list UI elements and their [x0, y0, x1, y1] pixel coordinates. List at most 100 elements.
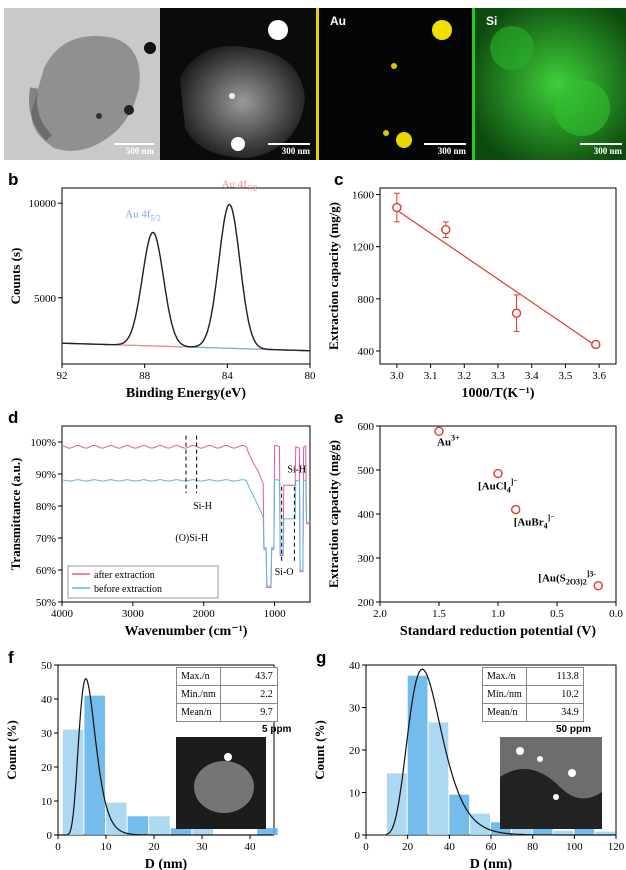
y-tick-label: 800 — [358, 294, 375, 306]
lognormal-fit-line — [58, 677, 273, 836]
y-tick-label: 30 — [349, 703, 361, 715]
stats-row: Mean/n 34.9 — [482, 703, 584, 722]
au-channel-marker — [316, 8, 319, 160]
data-point — [511, 308, 522, 318]
x-tick-label: 84 — [222, 370, 234, 382]
stat-value: 10.2 — [525, 685, 584, 704]
data-point — [434, 426, 444, 436]
y-axis-label: Extraction capacity (mg/g) — [326, 202, 341, 350]
annotation-label: Si-H — [287, 464, 306, 475]
si-map-image: Si 300 nm — [472, 8, 626, 160]
si-map-texture — [472, 8, 626, 160]
panel-letter-f: f — [8, 648, 14, 667]
y-axis-label: Count (%) — [4, 720, 19, 780]
stat-value: 9.7 — [219, 703, 278, 722]
panel-letter-b: b — [8, 170, 19, 189]
x-tick-label: 3.6 — [592, 370, 606, 382]
x-tick-label: 4000 — [51, 608, 74, 620]
stat-label: Max./n — [176, 667, 221, 686]
x-tick-label: 1000 — [264, 608, 287, 620]
scale-bar-1: 500 nm — [114, 143, 154, 156]
annotation-label: Si-H — [193, 501, 212, 512]
plot-frame — [379, 425, 617, 603]
x-tick-label: 3.4 — [525, 370, 539, 382]
stat-value: 34.9 — [525, 703, 584, 722]
peak-label-1: Au 4f7/2 — [222, 180, 258, 192]
tem-particle-shape — [29, 36, 156, 151]
legend-box — [67, 565, 219, 599]
x-tick-label: 80 — [527, 841, 539, 853]
y-tick-label: 50 — [41, 660, 53, 672]
panel-letter-d: d — [8, 408, 19, 427]
y-tick-label: 1600 — [352, 190, 375, 202]
stats-table-5ppm: Max./n 43.7 Min./nm 2.2 Mean/n 9.7 — [176, 667, 278, 722]
histogram-bar — [574, 828, 595, 835]
stat-label: Min./nm — [176, 685, 221, 704]
x-tick-label: 3.0 — [390, 370, 404, 382]
x-tick-label: 60 — [486, 841, 498, 853]
y-tick-label: 50% — [36, 597, 56, 609]
x-tick-label: 2.0 — [373, 608, 387, 620]
capacity-vs-temperature-chart: 3.0 3.1 3.2 3.3 3.4 3.5 3.6 400 800 1200 1600 1000/… — [326, 187, 617, 401]
si-channel-marker — [472, 8, 475, 160]
histogram-bar — [595, 831, 615, 835]
inset-label-50ppm: 50 ppm — [556, 724, 592, 735]
tem-bright-field-image: 500 nm — [4, 8, 160, 160]
x-axis-label: Wavenumber (cm⁻¹) — [125, 624, 248, 639]
si-channel-label: Si — [486, 14, 498, 28]
histogram-bar — [553, 830, 574, 835]
stat-label: Max./n — [482, 667, 527, 686]
y-axis-label: Counts (s) — [8, 248, 23, 305]
lognormal-fit-line — [385, 668, 616, 836]
histogram-bar — [127, 816, 149, 835]
histogram-bar — [62, 729, 84, 835]
data-point — [441, 225, 451, 235]
y-tick-label: 200 — [358, 597, 375, 609]
y-axis-label: Transmittance (a.u.) — [8, 458, 23, 571]
x-tick-label: 20 — [402, 841, 414, 853]
legend-label: after extraction — [94, 570, 155, 581]
y-tick-label: 60% — [36, 565, 56, 577]
histogram-bar — [386, 773, 407, 835]
ftir-chart: 4000 3000 2000 1000 50% 60% 70% 80% 90% 100% Waven… — [8, 425, 311, 639]
xps-envelope-line — [62, 203, 311, 352]
y-tick-label: 400 — [358, 509, 375, 521]
histogram-bar — [532, 828, 553, 835]
data-point — [510, 504, 521, 515]
stat-label: Mean/n — [482, 703, 527, 722]
y-tick-label: 5000 — [34, 293, 57, 305]
data-point — [593, 581, 603, 591]
scale-bar-2: 300 nm — [268, 143, 310, 156]
plot-frame — [61, 187, 311, 365]
stats-row: Min./nm 2.2 — [176, 685, 278, 704]
scale-bar-3: 300 nm — [424, 143, 466, 156]
annotation-label: Si-O — [275, 567, 294, 578]
y-axis-label: Extraction capacity (mg/g) — [326, 440, 341, 588]
panel-letter-g: g — [316, 648, 327, 667]
haadf-particle — [180, 20, 305, 158]
y-tick-label: 40 — [349, 660, 361, 672]
y-axis-label: Count (%) — [312, 720, 327, 780]
y-tick-label: 20 — [349, 745, 361, 757]
inset-image-50ppm — [500, 737, 602, 829]
histogram-bar — [511, 828, 532, 835]
x-tick-label: 3.3 — [491, 370, 505, 382]
capacity-vs-potential-chart: 2.0 1.5 1.0 0.5 0.0 200 300 400 500 600 Standard r… — [326, 421, 623, 639]
au-map-image: Au 300 nm — [316, 8, 472, 160]
spectrum-after — [61, 444, 310, 589]
x-tick-label: 3.1 — [424, 370, 438, 382]
point-label: [Au(S2O3)2]3- — [538, 570, 596, 587]
y-tick-label: 600 — [358, 421, 375, 433]
x-tick-label: 30 — [197, 841, 209, 853]
stats-row: Min./nm 10.2 — [482, 685, 584, 704]
x-axis-label: 1000/T(K⁻¹) — [461, 386, 534, 401]
x-tick-label: 1.5 — [432, 608, 446, 620]
x-tick-label: 40 — [245, 841, 257, 853]
y-tick-label: 80% — [36, 501, 56, 513]
plot-frame — [61, 425, 311, 603]
x-axis-label: D (nm) — [470, 857, 513, 870]
x-tick-label: 0.5 — [550, 608, 564, 620]
legend-label: before extraction — [94, 584, 162, 595]
x-axis-label: Binding Energy(eV) — [126, 386, 247, 401]
x-tick-label: 88 — [139, 370, 151, 382]
